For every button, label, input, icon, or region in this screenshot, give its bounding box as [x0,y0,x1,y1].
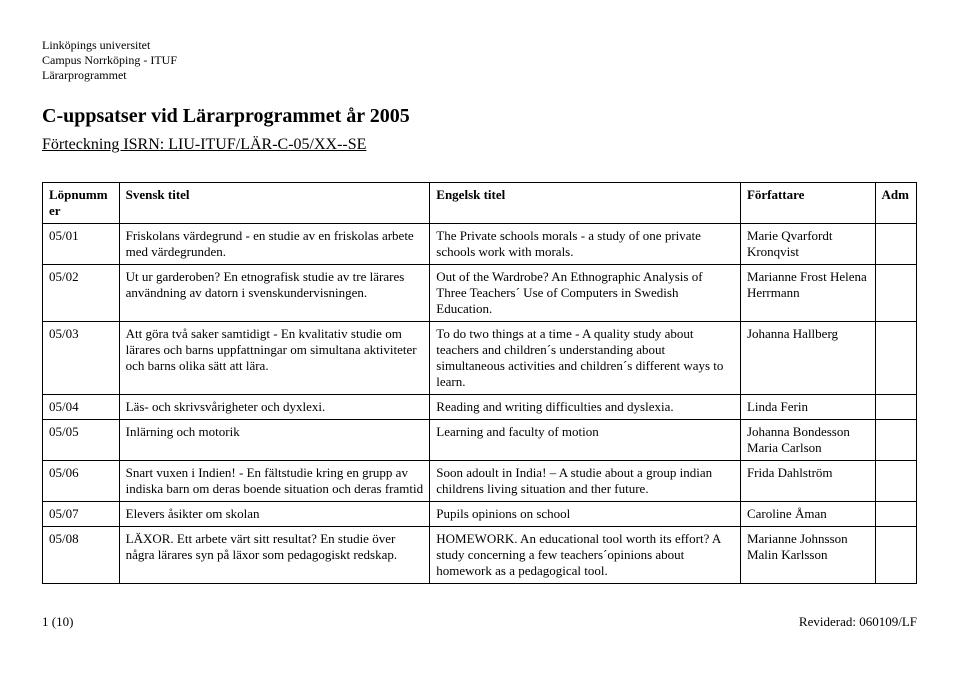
col-forfattare: Författare [740,183,875,224]
cell-adm [875,461,916,502]
cell-lop: 05/04 [43,395,120,420]
cell-en: Out of the Wardrobe? An Ethnographic Ana… [430,265,741,322]
theses-table: Löpnummer Svensk titel Engelsk titel För… [42,182,917,584]
cell-sv: Elevers åsikter om skolan [119,502,430,527]
footer-page-count: 1 (10) [42,614,73,630]
table-header-row: Löpnummer Svensk titel Engelsk titel För… [43,183,917,224]
cell-lop: 05/06 [43,461,120,502]
col-svensk-titel: Svensk titel [119,183,430,224]
cell-au: Marie Qvarfordt Kronqvist [740,224,875,265]
cell-sv: Ut ur garderoben? En etnografisk studie … [119,265,430,322]
document-header: Linköpings universitet Campus Norrköping… [42,38,917,83]
cell-en: The Private schools morals - a study of … [430,224,741,265]
cell-au: Johanna Hallberg [740,322,875,395]
cell-sv: LÄXOR. Ett arbete värt sitt resultat? En… [119,527,430,584]
table-row: 05/03Att göra två saker samtidigt - En k… [43,322,917,395]
page-subtitle: Förteckning ISRN: LIU-ITUF/LÄR-C-05/XX--… [42,136,917,154]
page-footer: 1 (10) Reviderad: 060109/LF [42,614,917,630]
cell-en: HOMEWORK. An educational tool worth its … [430,527,741,584]
cell-au: Caroline Åman [740,502,875,527]
cell-lop: 05/08 [43,527,120,584]
cell-en: To do two things at a time - A quality s… [430,322,741,395]
cell-lop: 05/07 [43,502,120,527]
cell-sv: Snart vuxen i Indien! - En fältstudie kr… [119,461,430,502]
table-row: 05/04Läs- och skrivsvårigheter och dyxle… [43,395,917,420]
table-row: 05/05Inlärning och motorikLearning and f… [43,420,917,461]
cell-au: Linda Ferin [740,395,875,420]
cell-lop: 05/01 [43,224,120,265]
footer-revision: Reviderad: 060109/LF [799,614,917,630]
cell-au: Marianne Frost Helena Herrmann [740,265,875,322]
page-title: C-uppsatser vid Lärarprogrammet år 2005 [42,105,917,128]
cell-au: Frida Dahlström [740,461,875,502]
cell-adm [875,527,916,584]
cell-lop: 05/05 [43,420,120,461]
cell-sv: Friskolans värdegrund - en studie av en … [119,224,430,265]
header-line-1: Linköpings universitet [42,38,917,53]
cell-adm [875,420,916,461]
col-lopnummer: Löpnummer [43,183,120,224]
table-row: 05/01Friskolans värdegrund - en studie a… [43,224,917,265]
cell-adm [875,502,916,527]
table-row: 05/07Elevers åsikter om skolanPupils opi… [43,502,917,527]
cell-adm [875,395,916,420]
cell-adm [875,224,916,265]
cell-au: Johanna Bondesson Maria Carlson [740,420,875,461]
cell-au: Marianne Johnsson Malin Karlsson [740,527,875,584]
header-line-3: Lärarprogrammet [42,68,917,83]
table-row: 05/06Snart vuxen i Indien! - En fältstud… [43,461,917,502]
cell-en: Learning and faculty of motion [430,420,741,461]
table-row: 05/02Ut ur garderoben? En etnografisk st… [43,265,917,322]
cell-sv: Läs- och skrivsvårigheter och dyxlexi. [119,395,430,420]
cell-en: Pupils opinions on school [430,502,741,527]
cell-lop: 05/03 [43,322,120,395]
table-row: 05/08LÄXOR. Ett arbete värt sitt resulta… [43,527,917,584]
header-line-2: Campus Norrköping - ITUF [42,53,917,68]
cell-sv: Att göra två saker samtidigt - En kvalit… [119,322,430,395]
cell-en: Soon adoult in India! – A studie about a… [430,461,741,502]
cell-en: Reading and writing difficulties and dys… [430,395,741,420]
cell-sv: Inlärning och motorik [119,420,430,461]
cell-lop: 05/02 [43,265,120,322]
cell-adm [875,265,916,322]
col-adm: Adm [875,183,916,224]
col-engelsk-titel: Engelsk titel [430,183,741,224]
cell-adm [875,322,916,395]
